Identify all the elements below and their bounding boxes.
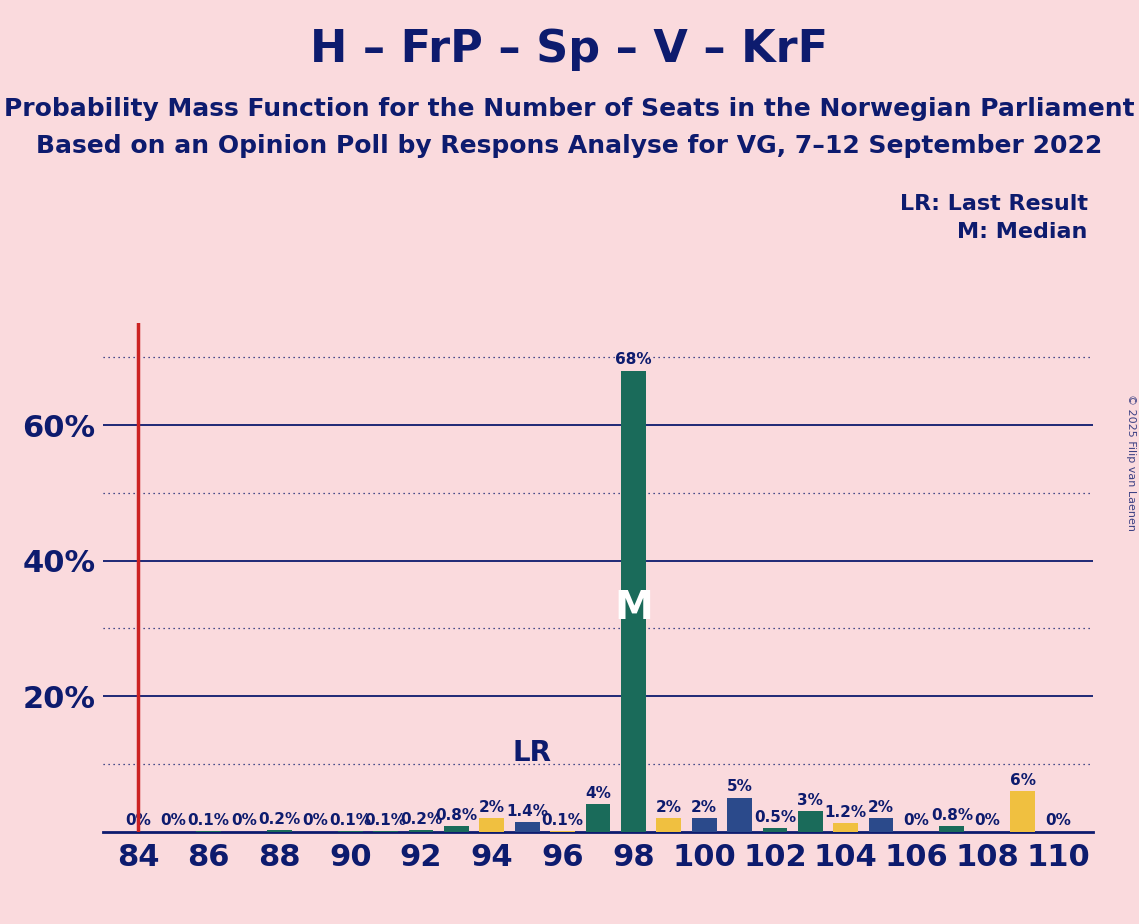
Text: 0%: 0% bbox=[903, 813, 929, 828]
Text: Based on an Opinion Poll by Respons Analyse for VG, 7–12 September 2022: Based on an Opinion Poll by Respons Anal… bbox=[36, 134, 1103, 158]
Text: 4%: 4% bbox=[585, 786, 611, 801]
Text: Probability Mass Function for the Number of Seats in the Norwegian Parliament: Probability Mass Function for the Number… bbox=[5, 97, 1134, 121]
Text: 0%: 0% bbox=[974, 813, 1000, 828]
Bar bbox=[940, 826, 965, 832]
Text: 68%: 68% bbox=[615, 352, 652, 368]
Text: 0.1%: 0.1% bbox=[329, 812, 371, 828]
Text: 0.2%: 0.2% bbox=[259, 812, 301, 827]
Text: 0.8%: 0.8% bbox=[931, 808, 973, 822]
Text: LR: Last Result: LR: Last Result bbox=[900, 194, 1088, 214]
Bar bbox=[834, 823, 858, 832]
Text: 3%: 3% bbox=[797, 793, 823, 808]
Text: 1.4%: 1.4% bbox=[506, 804, 548, 819]
Bar bbox=[656, 818, 681, 832]
Text: 0%: 0% bbox=[231, 813, 257, 828]
Bar bbox=[515, 822, 540, 832]
Text: 2%: 2% bbox=[656, 799, 682, 815]
Bar bbox=[444, 826, 469, 832]
Bar bbox=[727, 797, 752, 832]
Text: 6%: 6% bbox=[1009, 772, 1035, 787]
Bar bbox=[1010, 791, 1035, 832]
Text: 0%: 0% bbox=[161, 813, 187, 828]
Text: 0%: 0% bbox=[302, 813, 328, 828]
Text: 0%: 0% bbox=[1046, 813, 1071, 828]
Text: 0.5%: 0.5% bbox=[754, 809, 796, 825]
Bar bbox=[585, 805, 611, 832]
Text: 2%: 2% bbox=[478, 799, 505, 815]
Bar bbox=[691, 818, 716, 832]
Text: M: Median: M: Median bbox=[958, 222, 1088, 242]
Text: 0.8%: 0.8% bbox=[435, 808, 477, 822]
Text: 5%: 5% bbox=[727, 779, 753, 795]
Text: 0.1%: 0.1% bbox=[188, 812, 230, 828]
Text: 0.2%: 0.2% bbox=[400, 812, 442, 827]
Text: 0.1%: 0.1% bbox=[364, 812, 407, 828]
Bar bbox=[798, 811, 822, 832]
Text: 0.1%: 0.1% bbox=[541, 812, 583, 828]
Bar bbox=[480, 818, 505, 832]
Text: © 2025 Filip van Laenen: © 2025 Filip van Laenen bbox=[1126, 394, 1136, 530]
Bar bbox=[869, 818, 893, 832]
Text: H – FrP – Sp – V – KrF: H – FrP – Sp – V – KrF bbox=[311, 28, 828, 71]
Bar bbox=[267, 831, 292, 832]
Bar bbox=[409, 831, 434, 832]
Text: 2%: 2% bbox=[868, 799, 894, 815]
Text: 0%: 0% bbox=[125, 813, 150, 828]
Text: 1.2%: 1.2% bbox=[825, 805, 867, 821]
Bar bbox=[762, 828, 787, 832]
Bar bbox=[621, 371, 646, 832]
Text: M: M bbox=[614, 589, 653, 627]
Text: LR: LR bbox=[513, 739, 552, 767]
Text: 2%: 2% bbox=[691, 799, 718, 815]
